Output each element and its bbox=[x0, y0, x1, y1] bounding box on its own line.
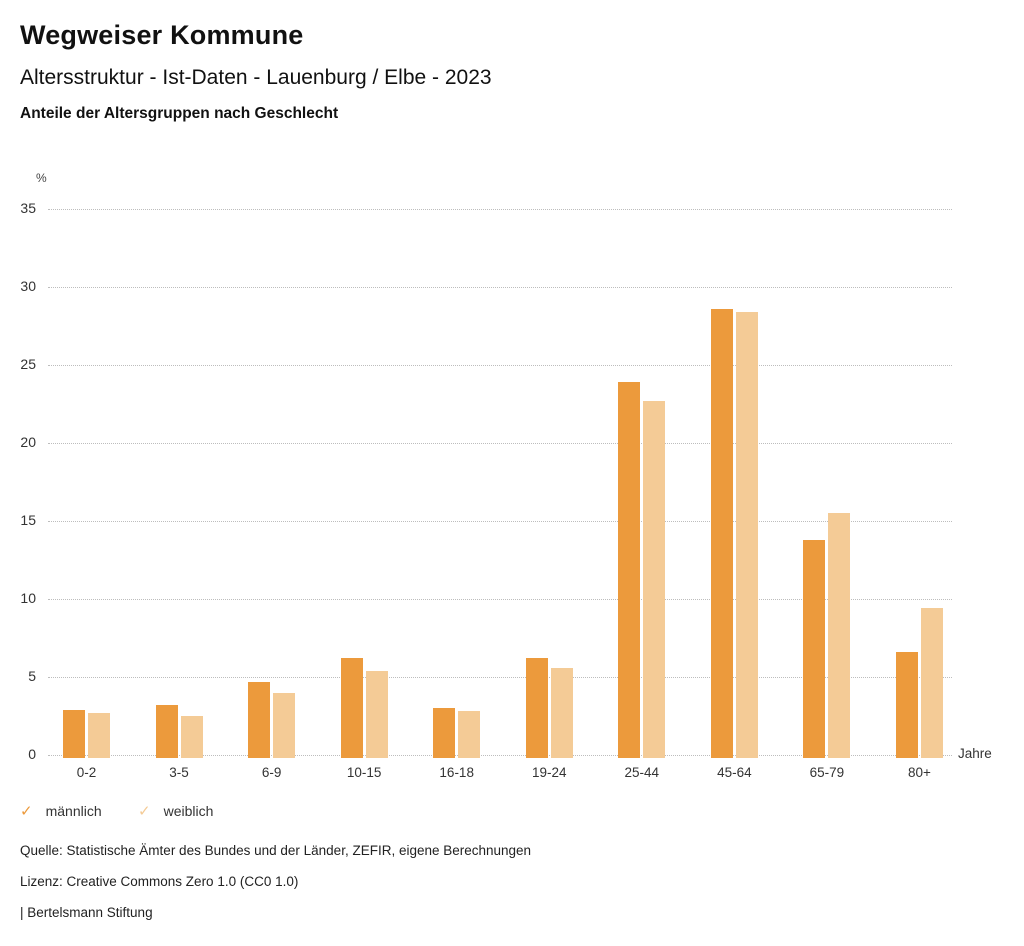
bar-10-15-weiblich[interactable] bbox=[365, 670, 388, 758]
bar-6-9-männlich[interactable] bbox=[248, 681, 271, 758]
x-tick-3-5: 3-5 bbox=[169, 765, 189, 780]
bar-65-79-männlich[interactable] bbox=[803, 539, 826, 758]
x-tick-6-9: 6-9 bbox=[261, 765, 282, 780]
bar-45-64-männlich[interactable] bbox=[710, 308, 733, 758]
page-title: Wegweiser Kommune bbox=[20, 20, 304, 50]
y-tick-35: 35 bbox=[20, 200, 36, 216]
gridline-20 bbox=[48, 443, 952, 444]
bar-80+-weiblich[interactable] bbox=[920, 608, 943, 758]
legend-item-maennlich[interactable]: ✓ männlich bbox=[20, 803, 102, 819]
y-tick-20: 20 bbox=[20, 434, 36, 450]
y-tick-10: 10 bbox=[20, 590, 36, 606]
license-note: Lizenz: Creative Commons Zero 1.0 (CC0 1… bbox=[20, 874, 299, 889]
x-tick-45-64: 45-64 bbox=[717, 765, 752, 780]
y-tick-25: 25 bbox=[20, 356, 36, 372]
check-icon: ✓ bbox=[20, 802, 33, 820]
x-tick-16-18: 16-18 bbox=[439, 765, 474, 780]
gridline-10 bbox=[48, 599, 952, 600]
bar-25-44-weiblich[interactable] bbox=[643, 400, 666, 758]
bar-3-5-männlich[interactable] bbox=[155, 705, 178, 758]
bar-65-79-weiblich[interactable] bbox=[828, 513, 851, 758]
y-tick-15: 15 bbox=[20, 512, 36, 528]
bar-19-24-weiblich[interactable] bbox=[550, 667, 573, 758]
x-tick-0-2: 0-2 bbox=[76, 765, 97, 780]
x-axis-label: Jahre bbox=[958, 746, 992, 761]
bar-80+-männlich[interactable] bbox=[895, 652, 918, 758]
bar-25-44-männlich[interactable] bbox=[618, 382, 641, 758]
check-icon: ✓ bbox=[138, 802, 151, 820]
x-tick-80+: 80+ bbox=[907, 765, 931, 780]
x-tick-10-15: 10-15 bbox=[346, 765, 382, 780]
y-tick-0: 0 bbox=[28, 746, 36, 762]
bar-19-24-männlich[interactable] bbox=[525, 658, 548, 758]
legend: ✓ männlich ✓ weiblich bbox=[0, 803, 1024, 827]
bar-6-9-weiblich[interactable] bbox=[273, 692, 296, 758]
bar-3-5-weiblich[interactable] bbox=[180, 716, 203, 758]
brand-note: | Bertelsmann Stiftung bbox=[20, 905, 153, 920]
gridline-30 bbox=[48, 287, 952, 288]
legend-label-weiblich: weiblich bbox=[163, 803, 214, 819]
chart-subtitle: Altersstruktur - Ist-Daten - Lauenburg /… bbox=[20, 66, 492, 89]
y-axis-unit-label: % bbox=[36, 171, 47, 185]
chart-caption: Anteile der Altersgruppen nach Geschlech… bbox=[20, 105, 339, 122]
legend-label-maennlich: männlich bbox=[45, 803, 102, 819]
x-tick-19-24: 19-24 bbox=[531, 765, 567, 780]
bar-16-18-weiblich[interactable] bbox=[458, 711, 481, 758]
x-tick-25-44: 25-44 bbox=[624, 765, 660, 780]
bar-10-15-männlich[interactable] bbox=[340, 658, 363, 758]
bar-45-64-weiblich[interactable] bbox=[735, 311, 758, 758]
x-tick-65-79: 65-79 bbox=[809, 765, 845, 780]
y-tick-30: 30 bbox=[20, 278, 36, 294]
bar-0-2-männlich[interactable] bbox=[63, 709, 85, 758]
gridline-35 bbox=[48, 209, 952, 210]
bar-16-18-männlich[interactable] bbox=[433, 708, 456, 758]
legend-item-weiblich[interactable]: ✓ weiblich bbox=[138, 803, 213, 819]
gridline-25 bbox=[48, 365, 952, 366]
source-note: Quelle: Statistische Ämter des Bundes un… bbox=[20, 843, 532, 858]
gridline-5 bbox=[48, 677, 952, 678]
gridline-0 bbox=[48, 755, 952, 756]
gridline-15 bbox=[48, 521, 952, 522]
bar-0-2-weiblich[interactable] bbox=[88, 712, 110, 758]
y-tick-5: 5 bbox=[28, 668, 36, 684]
